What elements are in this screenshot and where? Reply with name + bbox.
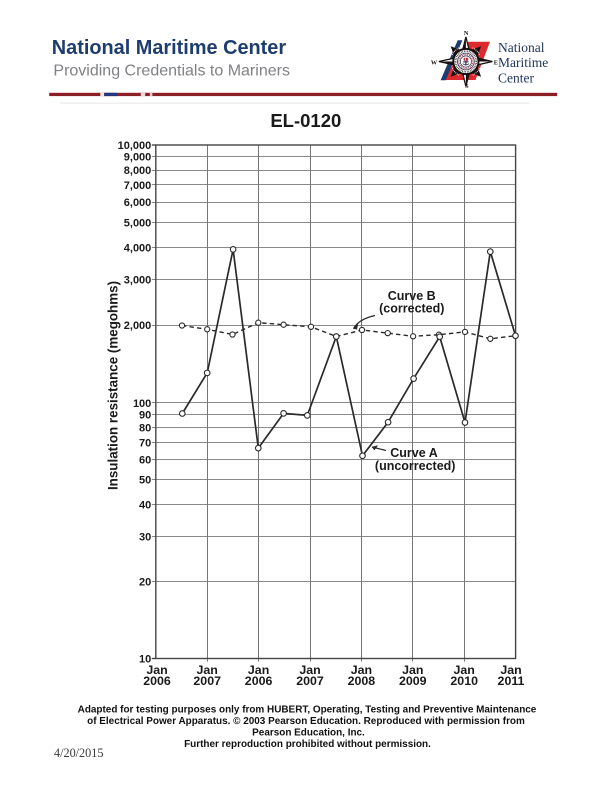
svg-text:Insulation resistance (megohms: Insulation resistance (megohms) — [106, 281, 121, 490]
svg-text:Jan: Jan — [197, 663, 218, 677]
svg-text:Further reproduction prohibite: Further reproduction prohibited without … — [184, 739, 431, 750]
svg-text:6,000: 6,000 — [124, 197, 152, 209]
svg-text:Jan: Jan — [248, 663, 269, 677]
svg-text:Adapted for testing purposes o: Adapted for testing purposes only from H… — [78, 704, 537, 715]
svg-text:Providing Credentials to Marin: Providing Credentials to Mariners — [53, 62, 290, 79]
svg-text:2010: 2010 — [450, 674, 478, 688]
svg-text:90: 90 — [139, 410, 151, 422]
svg-text:50: 50 — [139, 475, 151, 487]
svg-text:Jan: Jan — [299, 663, 320, 677]
svg-text:4/20/2015: 4/20/2015 — [54, 746, 103, 760]
svg-text:7,000: 7,000 — [124, 180, 152, 192]
svg-text:National: National — [498, 40, 545, 55]
svg-text:2008: 2008 — [348, 674, 376, 688]
svg-text:N: N — [464, 30, 469, 37]
svg-text:S: S — [465, 83, 469, 90]
svg-text:Jan: Jan — [351, 663, 372, 677]
svg-text:4,000: 4,000 — [124, 243, 152, 255]
svg-text:Jan: Jan — [402, 663, 423, 677]
svg-text:3,000: 3,000 — [124, 275, 152, 287]
svg-text:30: 30 — [139, 531, 151, 543]
svg-text:2007: 2007 — [296, 674, 324, 688]
svg-text:Pearson Education, Inc.: Pearson Education, Inc. — [252, 727, 365, 738]
svg-text:Center: Center — [498, 70, 534, 85]
svg-text:W: W — [431, 59, 438, 66]
svg-text:National Maritime Center: National Maritime Center — [52, 37, 287, 59]
svg-text:5,000: 5,000 — [124, 218, 152, 230]
svg-text:100: 100 — [133, 398, 151, 410]
svg-text:2,000: 2,000 — [124, 320, 152, 332]
svg-text:9,000: 9,000 — [124, 152, 152, 164]
svg-text:of Electrical Power Apparatus.: of Electrical Power Apparatus. © 2003 Pe… — [87, 716, 525, 727]
svg-text:Curve B: Curve B — [388, 289, 436, 303]
svg-text:2009: 2009 — [399, 674, 427, 688]
svg-text:Curve A: Curve A — [390, 446, 437, 460]
svg-text:(uncorrected): (uncorrected) — [375, 459, 456, 473]
svg-text:Jan: Jan — [146, 663, 167, 677]
svg-text:Jan: Jan — [500, 663, 521, 677]
svg-text:Maritime: Maritime — [498, 55, 548, 70]
svg-text:20: 20 — [139, 576, 151, 588]
svg-text:Jan: Jan — [454, 663, 475, 677]
svg-text:80: 80 — [139, 423, 151, 435]
svg-text:EL-0120: EL-0120 — [270, 110, 341, 131]
svg-text:60: 60 — [139, 455, 151, 467]
svg-text:40: 40 — [139, 500, 151, 512]
svg-text:70: 70 — [139, 437, 151, 449]
svg-text:2007: 2007 — [193, 674, 221, 688]
svg-text:(corrected): (corrected) — [379, 301, 444, 315]
svg-text:2011: 2011 — [498, 674, 525, 688]
svg-text:2006: 2006 — [143, 674, 171, 688]
svg-text:10,000: 10,000 — [118, 140, 152, 152]
svg-text:2006: 2006 — [245, 674, 273, 688]
svg-text:10: 10 — [139, 653, 151, 665]
svg-text:8,000: 8,000 — [124, 165, 152, 177]
svg-text:E: E — [494, 59, 498, 66]
